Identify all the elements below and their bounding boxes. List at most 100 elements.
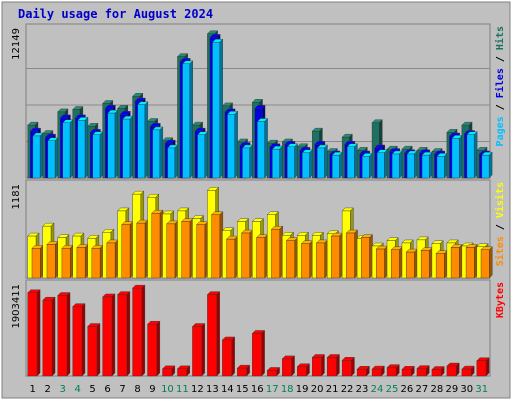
x-tick-label: 8 <box>134 384 140 395</box>
bar-pages-day-16 <box>257 121 265 179</box>
bar-pages-day-14 <box>227 114 235 179</box>
legend-separator: / <box>495 98 506 116</box>
bar-kbytes-day-28 <box>431 369 442 377</box>
x-tick-label: 25 <box>386 384 399 395</box>
bar-kbytes-day-10 <box>162 368 172 377</box>
bar-kbytes-day-1 <box>27 292 38 377</box>
x-tick-label: 10 <box>161 384 174 395</box>
bar-pages-day-31 <box>481 154 490 179</box>
bar-sites-day-14 <box>226 238 236 279</box>
bar-sites-day-18 <box>286 240 295 279</box>
bar-kbytes-day-5 <box>87 326 98 377</box>
bar-kbytes-day-29 <box>446 365 457 377</box>
bar-pages-day-3 <box>62 122 71 179</box>
bar-sites-day-16 <box>256 237 265 279</box>
bar-pages-day-12 <box>197 134 205 179</box>
bar-pages-day-24 <box>376 152 385 179</box>
bar-sites-day-3 <box>61 248 71 279</box>
bar-pages-day-10 <box>167 147 175 179</box>
x-tick-label: 4 <box>74 384 80 395</box>
bar-kbytes-day-15 <box>237 367 247 377</box>
bar-kbytes-day-12 <box>192 326 202 377</box>
bar-pages-day-8 <box>137 104 146 179</box>
y-max-label: 12149 <box>11 28 22 60</box>
x-tick-label: 1 <box>30 384 36 395</box>
bar-kbytes-day-9-side <box>156 320 161 377</box>
x-tick-label: 24 <box>371 384 384 395</box>
bar-kbytes-day-31-side <box>485 357 490 377</box>
bar-sites-day-6 <box>106 242 116 279</box>
bar-pages-day-1 <box>32 135 41 179</box>
x-tick-label: 17 <box>266 384 279 395</box>
x-tick-label: 9 <box>149 384 155 395</box>
bar-pages-day-21 <box>332 154 340 179</box>
x-tick-label: 26 <box>401 384 414 395</box>
bar-kbytes-day-19 <box>297 366 307 377</box>
bar-sites-day-10 <box>166 223 176 279</box>
bar-pages-day-28 <box>436 156 445 179</box>
bar-pages-day-18 <box>287 146 295 179</box>
bar-sites-day-31 <box>480 249 490 279</box>
bar-kbytes-day-25 <box>386 367 397 377</box>
x-tick-label: 11 <box>176 384 189 395</box>
bar-kbytes-day-31 <box>476 360 487 377</box>
bar-kbytes-day-7 <box>117 294 128 377</box>
bar-pages-day-31-side <box>488 151 493 179</box>
bar-pages-day-27 <box>421 154 430 179</box>
x-tick-label: 22 <box>341 384 354 395</box>
bar-pages-day-7 <box>122 118 131 179</box>
bar-kbytes-day-6 <box>102 296 113 377</box>
bar-kbytes-day-14 <box>222 339 232 377</box>
legend-separator: / <box>495 50 506 68</box>
bar-kbytes-day-12-side <box>201 323 205 377</box>
bar-sites-day-13 <box>211 214 221 279</box>
x-tick-label: 15 <box>236 384 249 395</box>
x-tick-label: 12 <box>191 384 204 395</box>
bar-kbytes-day-4 <box>72 306 83 377</box>
x-tick-label: 7 <box>119 384 125 395</box>
x-tick-label: 2 <box>45 384 51 395</box>
bar-kbytes-day-21-side <box>336 354 340 377</box>
bar-sites-day-27 <box>420 250 430 279</box>
legend: KBytes <box>495 282 506 318</box>
bar-pages-day-4 <box>77 120 86 179</box>
y-max-label: 1181 <box>11 184 22 209</box>
bar-sites-day-20 <box>316 242 325 279</box>
legend-entry: Hits <box>494 26 506 50</box>
legend-entry: Pages <box>495 116 506 146</box>
legend-entry: Files <box>494 68 506 98</box>
bar-sites-day-5 <box>91 248 101 279</box>
bar-sites-day-22 <box>346 232 355 279</box>
bar-kbytes-day-18-side <box>291 355 295 377</box>
x-tick-label: 28 <box>430 384 443 395</box>
x-tick-label: 5 <box>89 384 95 395</box>
bar-sites-day-31-side <box>489 246 493 279</box>
bar-pages-day-20 <box>317 147 325 179</box>
bar-sites-day-23 <box>361 237 370 279</box>
bar-kbytes-day-3 <box>57 295 68 377</box>
x-tick-label: 23 <box>356 384 369 395</box>
bar-sites-day-11 <box>181 221 191 279</box>
x-tick-label: 31 <box>475 384 488 395</box>
bar-sites-day-29 <box>450 247 460 279</box>
x-tick-label: 29 <box>445 384 458 395</box>
x-tick-label: 18 <box>281 384 294 395</box>
bar-sites-day-30 <box>465 247 475 279</box>
bar-kbytes-day-2-side <box>51 296 56 377</box>
bar-pages-day-13 <box>212 42 220 179</box>
x-tick-label: 27 <box>416 384 429 395</box>
bar-sites-day-25 <box>391 249 400 279</box>
bar-kbytes-day-21 <box>326 357 337 377</box>
bar-kbytes-day-20-side <box>321 354 325 377</box>
bar-pages-day-30 <box>466 134 475 179</box>
bar-kbytes-day-17 <box>267 370 277 377</box>
bar-kbytes-day-22 <box>341 360 352 377</box>
bar-pages-day-6 <box>107 112 116 179</box>
bar-kbytes-day-13 <box>207 294 217 377</box>
bar-kbytes-day-7-side <box>126 291 131 377</box>
bar-sites-day-8 <box>136 222 146 279</box>
bar-kbytes-day-2 <box>42 299 53 377</box>
bar-kbytes-day-30 <box>461 368 472 377</box>
